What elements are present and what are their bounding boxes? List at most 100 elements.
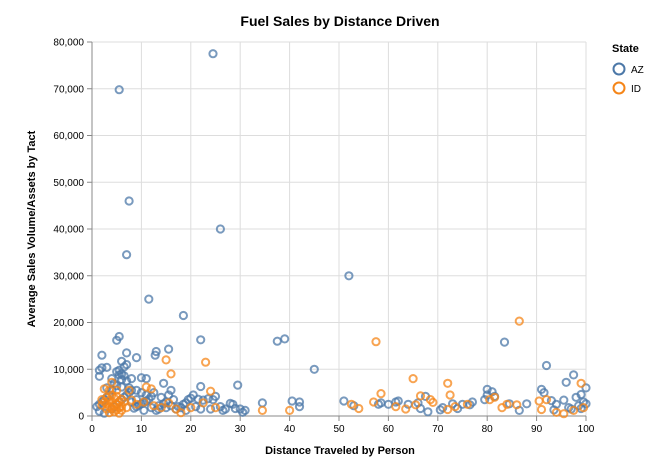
- point-id: [139, 397, 149, 407]
- point-az: [97, 350, 107, 360]
- point-az: [225, 398, 235, 408]
- point-id: [450, 402, 460, 412]
- point-id: [210, 403, 221, 413]
- x-tick-label: 100: [578, 424, 595, 435]
- legend-symbol-id: [612, 81, 626, 95]
- point-az: [480, 395, 490, 405]
- chart-title: Fuel Sales by Distance Driven: [240, 13, 439, 29]
- y-tick-label: 70,000: [53, 84, 84, 95]
- point-az: [124, 196, 134, 206]
- x-tick-label: 30: [235, 424, 247, 435]
- point-az: [114, 85, 124, 95]
- x-tick-label: 90: [531, 424, 543, 435]
- point-id: [443, 378, 453, 388]
- point-id: [122, 403, 132, 413]
- point-az: [94, 365, 105, 375]
- point-id: [391, 402, 401, 412]
- point-id: [534, 396, 544, 406]
- point-id: [490, 392, 500, 402]
- point-id: [161, 355, 171, 365]
- point-id: [109, 407, 119, 417]
- point-az: [159, 378, 169, 388]
- point-id: [164, 398, 174, 408]
- x-tick-label: 50: [333, 424, 345, 435]
- x-tick-label: 70: [432, 424, 444, 435]
- point-az: [561, 377, 571, 387]
- point-id: [536, 404, 547, 415]
- point-az: [94, 371, 105, 381]
- point-az: [581, 383, 591, 393]
- point-az: [559, 395, 569, 405]
- data-points: [92, 49, 591, 419]
- x-tick-label: 80: [482, 424, 494, 435]
- axes: 0 10 20 30 40 50 60 70 80 90 100 0 10,000 20,000 30,00…: [53, 38, 594, 436]
- point-id: [576, 378, 586, 388]
- point-id: [369, 397, 379, 407]
- point-id: [443, 404, 453, 415]
- point-id: [514, 316, 524, 326]
- series-az: [92, 49, 591, 418]
- x-tick-label: 0: [89, 424, 95, 435]
- y-tick-label: 60,000: [53, 131, 84, 142]
- point-az: [571, 392, 581, 402]
- y-tick-label: 0: [78, 412, 84, 423]
- point-az: [102, 362, 112, 372]
- point-az: [156, 392, 166, 402]
- point-id: [176, 408, 186, 418]
- legend-label-id: ID: [631, 84, 641, 95]
- point-id: [201, 357, 211, 367]
- point-az: [178, 310, 188, 321]
- point-id: [578, 403, 589, 413]
- point-az: [344, 271, 354, 281]
- point-az: [141, 374, 151, 384]
- point-az: [122, 348, 132, 358]
- legend-label-az: AZ: [631, 65, 644, 76]
- x-tick-label: 10: [136, 424, 148, 435]
- point-az: [280, 334, 290, 344]
- point-az: [240, 405, 250, 415]
- point-id: [99, 384, 109, 394]
- point-id: [346, 399, 356, 409]
- point-az: [208, 395, 218, 405]
- point-id: [112, 385, 122, 395]
- point-az: [196, 381, 206, 392]
- point-az: [309, 364, 319, 374]
- point-id: [541, 395, 552, 405]
- point-az: [272, 336, 282, 346]
- point-az: [206, 404, 216, 414]
- point-id: [428, 397, 438, 407]
- point-id: [401, 404, 411, 414]
- point-id: [166, 369, 176, 379]
- point-az: [119, 362, 129, 372]
- point-id: [408, 374, 418, 384]
- point-az: [139, 405, 149, 415]
- point-az: [164, 344, 174, 354]
- point-az: [107, 374, 117, 384]
- point-id: [146, 384, 156, 394]
- x-tick-label: 40: [284, 424, 296, 435]
- point-az: [541, 360, 552, 371]
- point-id: [462, 399, 472, 409]
- point-az: [112, 335, 122, 345]
- point-az: [122, 250, 132, 260]
- y-tick-label: 30,000: [53, 271, 84, 282]
- legend-symbol-az: [612, 62, 626, 76]
- point-az: [196, 335, 206, 345]
- point-id: [107, 377, 117, 387]
- point-id: [114, 408, 124, 418]
- point-id: [156, 403, 166, 413]
- point-id: [376, 389, 386, 399]
- point-az: [522, 399, 532, 409]
- point-id: [257, 405, 267, 415]
- point-az: [230, 403, 240, 414]
- point-id: [354, 403, 364, 414]
- point-az: [126, 374, 137, 384]
- y-axis-title: Average Sales Volume/Assets by Tact: [26, 130, 38, 327]
- point-az: [423, 407, 433, 417]
- point-id: [104, 408, 114, 418]
- point-az: [482, 384, 492, 394]
- point-id: [141, 382, 151, 392]
- point-az: [339, 396, 349, 406]
- point-id: [485, 395, 495, 405]
